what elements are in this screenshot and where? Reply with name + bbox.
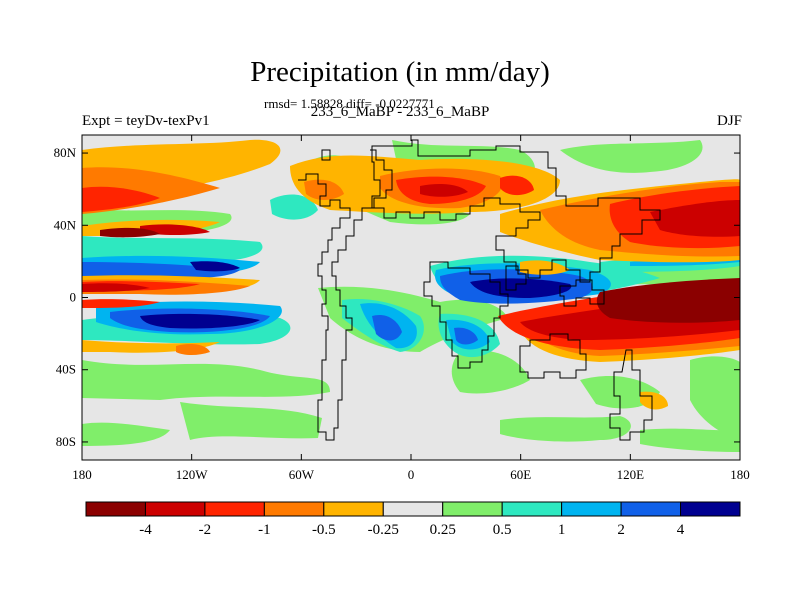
y-tick-label: 40N — [54, 217, 77, 232]
colorbar-swatch — [620, 501, 682, 517]
australia-outline — [519, 333, 587, 379]
colorbar-label: -4 — [139, 522, 152, 538]
x-tick-label: 180 — [730, 467, 750, 482]
dark-blue-patches — [140, 261, 572, 329]
colorbar-label: 4 — [677, 522, 685, 538]
colorbar-label: 0.5 — [493, 522, 512, 538]
x-tick-label: 120W — [176, 467, 209, 482]
colorbar-label: 0.25 — [430, 522, 456, 538]
y-tick-label: 0 — [70, 290, 77, 305]
x-tick-label: 180 — [72, 467, 92, 482]
season-label: DJF — [716, 113, 742, 129]
africa-outline — [423, 261, 509, 369]
subtitle: 233_6_MaBP - 233_6_MaBP — [310, 104, 490, 120]
colorbar-swatch — [501, 501, 563, 517]
colorbar-label: 1 — [558, 522, 566, 538]
colorbar-swatch — [323, 501, 384, 517]
continent-outlines — [298, 139, 661, 441]
colorbar-swatch — [85, 501, 146, 517]
x-axis: 180 120W 60W 0 60E 120E 180 — [72, 135, 750, 482]
y-tick-label: 40S — [56, 362, 76, 377]
colorbar-swatch — [382, 501, 444, 517]
colorbar-swatch — [263, 501, 325, 517]
colorbar-swatch — [144, 501, 206, 517]
colorbar-swatch — [561, 501, 622, 517]
y-axis: 80N 40N 0 40S 80S — [54, 145, 740, 449]
colorbar-swatch — [204, 501, 265, 517]
eurasia-outline — [371, 139, 661, 283]
arabia-outline — [505, 265, 527, 291]
colorbar-label: -0.5 — [312, 522, 336, 538]
y-tick-label: 80N — [54, 145, 77, 160]
colorbar-label: -0.25 — [368, 522, 399, 538]
southeast-asia-outline — [559, 279, 605, 307]
x-tick-label: 60E — [510, 467, 531, 482]
y-tick-label: 80S — [56, 434, 76, 449]
colorbar-label: -2 — [199, 522, 212, 538]
colorbar-label: -1 — [258, 522, 271, 538]
colorbar-swatch — [680, 501, 741, 517]
stats-line: rmsd= 1.58828 diff= -0.0227771 — [264, 96, 435, 111]
x-tick-label: 60W — [289, 467, 315, 482]
x-tick-label: 120E — [617, 467, 645, 482]
experiment-label: Expt = teyDv-texPv1 — [82, 113, 210, 129]
antarctica-outline — [609, 349, 653, 441]
colorbar-swatch — [442, 501, 503, 517]
maroon-patches — [100, 227, 740, 323]
colorbar: -4 -2 -1 -0.5 -0.25 0.25 0.5 1 2 4 — [85, 501, 741, 538]
x-tick-label: 0 — [408, 467, 415, 482]
map-plot-area — [82, 135, 740, 460]
colorbar-label: 2 — [617, 522, 625, 538]
map-title: Precipitation (in mm/day) — [250, 56, 550, 88]
americas-outline — [298, 149, 393, 441]
